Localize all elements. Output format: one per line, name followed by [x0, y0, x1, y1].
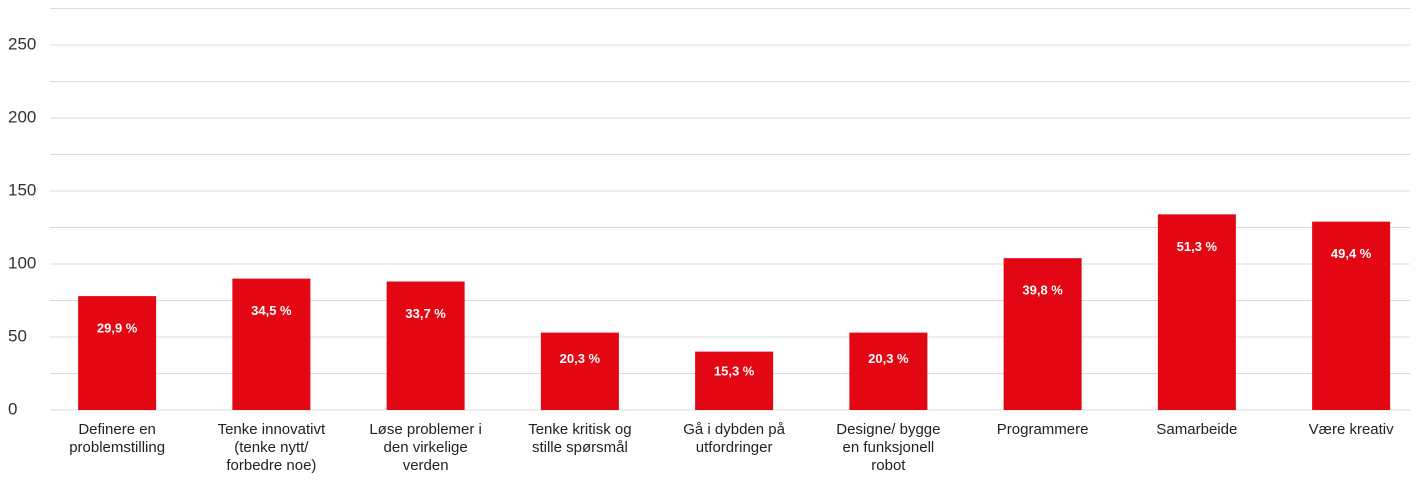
value-label: 34,5 % [251, 303, 292, 318]
bar [232, 278, 311, 410]
value-label: 20,3 % [868, 351, 909, 366]
x-tick-label: Definere en problemstilling [69, 421, 166, 456]
bar [78, 296, 157, 410]
bar [849, 332, 928, 410]
bar [386, 281, 465, 410]
x-tick-label: Tenke kritisk og stille spørsmål [528, 421, 632, 456]
bar [540, 332, 619, 410]
y-tick-label: 200 [8, 107, 36, 126]
x-tick-label: Programmere [996, 421, 1089, 438]
bar [1157, 214, 1236, 410]
value-label: 49,4 % [1331, 246, 1372, 261]
y-tick-label: 50 [8, 326, 27, 345]
x-tick-label: Samarbeide [1156, 421, 1238, 438]
x-tick-label: Løse problemer i den virkelige verden [369, 421, 482, 474]
value-label: 20,3 % [560, 351, 601, 366]
y-tick-label: 250 [8, 34, 36, 53]
y-tick-label: 150 [8, 180, 36, 199]
x-tick-label: Være kreativ [1308, 421, 1394, 438]
x-tick-label: Tenke innovativt (tenke nytt/ forbedre n… [217, 421, 326, 474]
value-label: 29,9 % [97, 321, 138, 336]
bar [695, 351, 774, 410]
y-tick-label: 100 [8, 253, 36, 272]
x-tick-label: Designe/ bygge en funksjonell robot [836, 421, 941, 474]
y-tick-label: 0 [8, 399, 17, 418]
x-tick-label: Gå i dybden på utfordringer [683, 421, 785, 456]
value-label: 33,7 % [405, 306, 446, 321]
value-label: 39,8 % [1022, 283, 1063, 298]
bar [1003, 258, 1082, 410]
value-label: 51,3 % [1177, 239, 1218, 254]
value-label: 15,3 % [714, 363, 755, 378]
bar [1312, 221, 1391, 410]
